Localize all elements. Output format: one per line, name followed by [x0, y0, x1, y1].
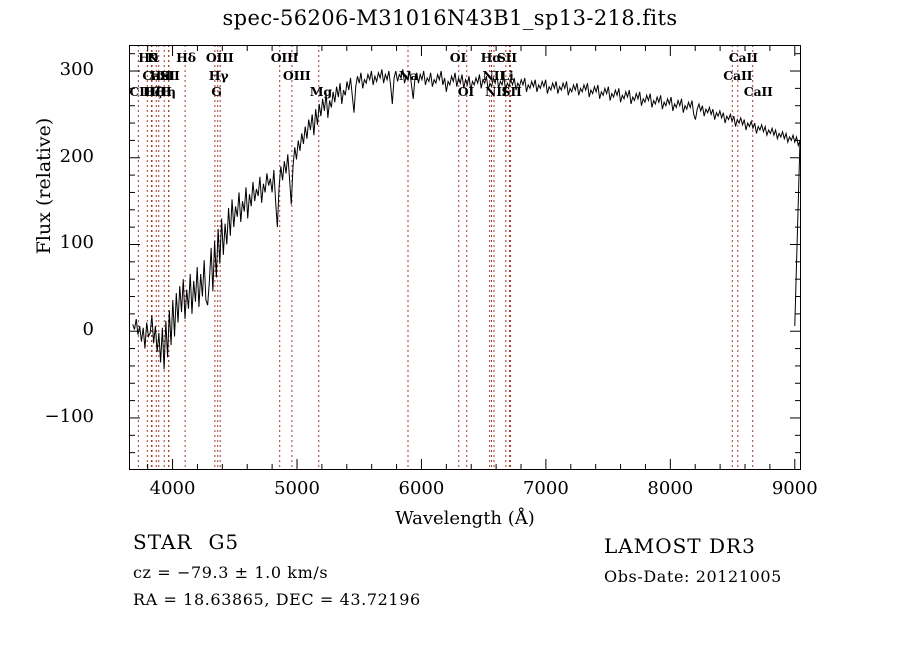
footer-left: STAR G5 cz = −79.3 ± 1.0 km/s RA = 18.638…	[133, 530, 603, 617]
line-id-label: Na	[399, 68, 419, 83]
y-tick-label: 200	[59, 145, 94, 167]
spectrum-chart	[129, 45, 801, 470]
page-title: spec-56206-M31016N43B1_sp13-218.fits	[222, 6, 678, 30]
radial-velocity: cz = −79.3 ± 1.0 km/s	[133, 563, 329, 582]
line-id-label: H9	[138, 50, 159, 65]
y-tick-label: 300	[59, 59, 94, 81]
line-id-label: CIII	[129, 84, 157, 99]
line-id-label: OI	[449, 50, 467, 65]
observation-date: Obs-Date: 20121005	[604, 567, 782, 586]
line-id-label: NII	[482, 68, 506, 83]
y-tick-label: −100	[44, 405, 94, 427]
object-class: STAR	[133, 530, 193, 554]
x-axis-label: Wavelength (Å)	[395, 508, 535, 529]
line-id-label: HeI	[149, 68, 175, 83]
x-tick-label: 9000	[771, 478, 818, 499]
spectrum-trace	[132, 69, 801, 370]
line-id-label: CaII	[723, 68, 753, 83]
x-tick-label: 5000	[274, 478, 320, 499]
line-id-label: CaII	[743, 84, 773, 99]
line-id-label: NII	[484, 84, 508, 99]
x-tick-label: 8000	[647, 478, 694, 499]
spectral-type: G5	[208, 530, 240, 554]
line-marker-group	[137, 45, 754, 470]
y-tick-label: 0	[82, 319, 94, 341]
line-id-label: Hα	[480, 50, 502, 65]
line-id-label: G	[211, 84, 222, 99]
line-id-label: SII	[501, 84, 522, 99]
line-id-label: OIII	[270, 50, 299, 65]
line-id-label: OIII	[205, 50, 234, 65]
survey-name: LAMOST DR3	[604, 534, 756, 558]
x-tick-label: 7000	[522, 478, 569, 499]
line-id-label: SII	[159, 68, 180, 83]
line-id-label: OI	[457, 84, 475, 99]
line-id-label: Li	[500, 68, 514, 83]
plot-frame	[129, 45, 801, 470]
x-tick-label: 6000	[398, 478, 445, 499]
coordinates: RA = 18.63865, DEC = 43.72196	[133, 590, 421, 609]
object-classification: STAR G5	[133, 530, 603, 554]
line-id-label: Hη	[155, 84, 176, 99]
line-id-label: Mg	[309, 84, 332, 99]
line-id-label: CaII	[728, 50, 758, 65]
line-id-label: Hζ	[143, 84, 162, 99]
y-axis-label: Flux (relative)	[33, 117, 55, 255]
y-tick-label: 100	[59, 232, 94, 254]
line-id-label: Hδ	[176, 50, 196, 65]
line-id-label: K	[147, 50, 158, 65]
footer-right: LAMOST DR3 Obs-Date: 20121005	[604, 534, 894, 594]
line-id-label: SII	[496, 50, 517, 65]
line-id-label: H	[159, 84, 172, 99]
line-id-label: Hγ	[208, 68, 229, 83]
x-tick-label: 4000	[149, 478, 196, 499]
line-id-label: CaII	[142, 68, 172, 83]
line-id-label: OIII	[282, 68, 311, 83]
plot-border	[129, 45, 801, 470]
